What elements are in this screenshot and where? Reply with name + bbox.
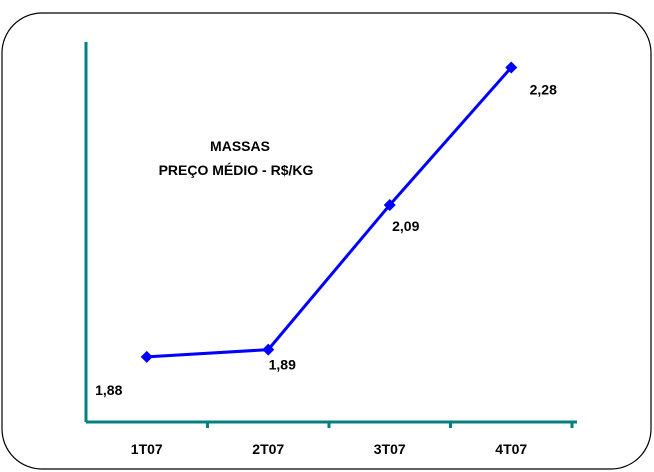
x-tick-label: 3T07 [374, 441, 406, 457]
series-line [146, 66, 513, 359]
data-label: 1,89 [269, 357, 296, 373]
chart-subtitle: PREÇO MÉDIO - R$/KG [159, 162, 314, 178]
x-tick-labels: 1T07 2T07 3T07 4T07 [131, 441, 528, 457]
data-label: 2,09 [392, 218, 419, 234]
data-labels: 1,88 1,89 2,09 2,28 [95, 81, 557, 397]
chart-title: MASSAS [210, 138, 270, 154]
x-tick-label: 4T07 [495, 441, 527, 457]
chart-border [1, 12, 652, 470]
data-point-marker [505, 61, 518, 74]
x-tick-label: 2T07 [252, 441, 284, 457]
series-markers [140, 61, 518, 363]
data-label: 1,88 [95, 382, 122, 398]
x-tick-marks [206, 422, 574, 428]
data-label: 2,28 [530, 81, 557, 97]
data-point-marker [262, 343, 275, 356]
x-tick-label: 1T07 [131, 441, 163, 457]
data-point-marker [140, 350, 153, 363]
data-point-marker [383, 198, 396, 211]
